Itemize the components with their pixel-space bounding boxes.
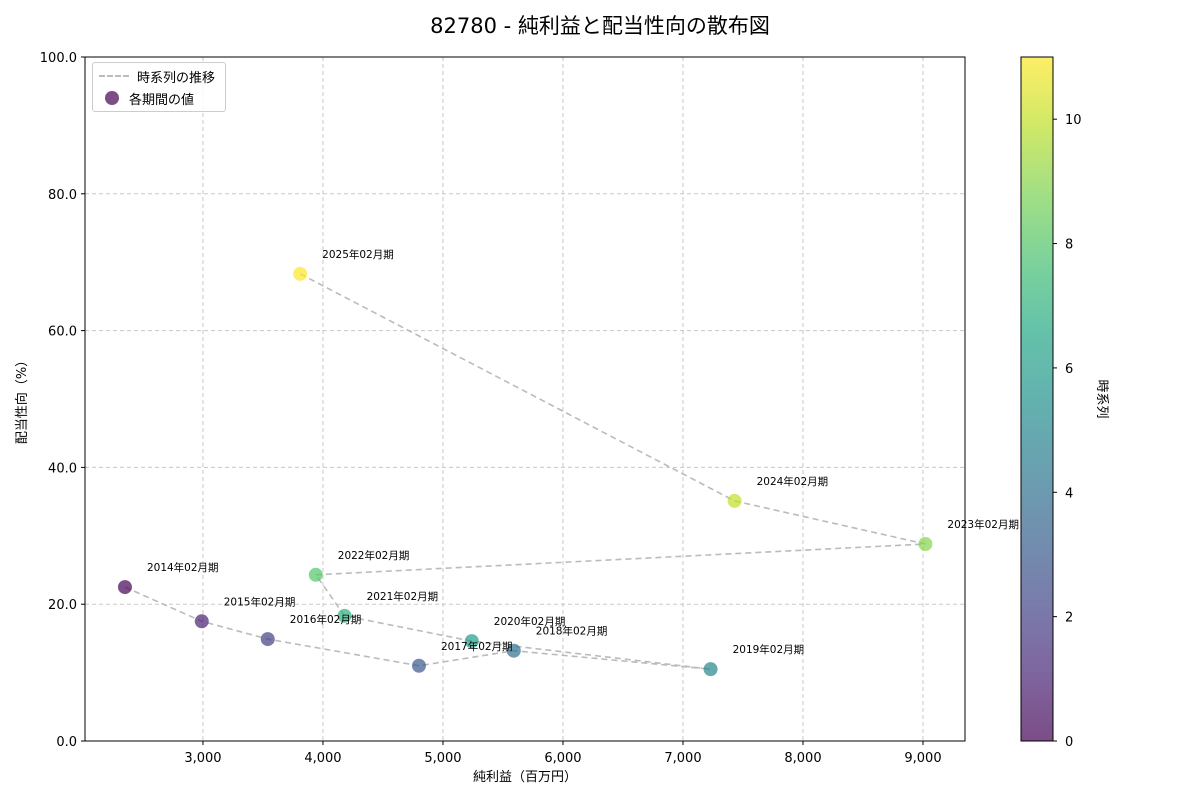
data-point[interactable] xyxy=(194,614,209,629)
data-point[interactable] xyxy=(703,662,718,677)
colorbar-label: 時系列 xyxy=(1094,379,1109,418)
data-point[interactable] xyxy=(308,567,323,582)
x-axis-label: 純利益（百万円） xyxy=(473,770,577,785)
point-label: 2016年02月期 xyxy=(290,613,362,626)
grid-lines xyxy=(85,56,965,742)
data-point[interactable] xyxy=(727,493,742,508)
colorbar-tick-label: 8 xyxy=(1065,238,1073,253)
y-tick-label: 20.0 xyxy=(48,598,77,613)
y-tick-label: 100.0 xyxy=(40,51,77,66)
point-label: 2018年02月期 xyxy=(536,625,608,638)
data-point[interactable] xyxy=(337,608,352,623)
colorbar-tick-label: 2 xyxy=(1065,611,1073,626)
y-tick-label: 0.0 xyxy=(56,735,77,750)
data-point[interactable] xyxy=(260,632,275,647)
data-point[interactable] xyxy=(117,580,132,595)
data-point[interactable] xyxy=(464,634,479,649)
y-axis-label: 配当性向（%） xyxy=(14,354,30,444)
data-point[interactable] xyxy=(293,266,308,281)
circle-marker-icon xyxy=(105,91,119,105)
point-label: 2015年02月期 xyxy=(224,595,296,608)
x-tick-label: 8,000 xyxy=(784,751,821,766)
trend-line xyxy=(124,273,926,670)
point-label: 2025年02月期 xyxy=(322,248,394,261)
x-tick-label: 5,000 xyxy=(424,751,461,766)
data-point[interactable] xyxy=(411,658,426,673)
point-label: 2022年02月期 xyxy=(338,549,410,562)
legend: 時系列の推移 各期間の値 xyxy=(92,62,226,112)
dashed-line-icon xyxy=(99,75,129,77)
point-label: 2020年02月期 xyxy=(494,615,566,628)
point-label: 2021年02月期 xyxy=(367,590,439,603)
colorbar: 0 2 4 6 8 10 時系列 xyxy=(1020,56,1109,750)
legend-line-label: 時系列の推移 xyxy=(137,70,216,86)
legend-item-marker: 各期間の値 xyxy=(93,88,194,108)
colorbar-tick-label: 6 xyxy=(1065,362,1073,377)
x-tick-label: 4,000 xyxy=(304,751,341,766)
y-tick-label: 40.0 xyxy=(48,461,77,476)
point-label: 2023年02月期 xyxy=(947,518,1019,531)
data-point[interactable] xyxy=(918,537,933,552)
legend-marker-label: 各期間の値 xyxy=(129,92,195,108)
legend-item-line: 時系列の推移 xyxy=(93,66,215,86)
axes: 3,000 4,000 5,000 6,000 7,000 8,000 9,000 0.0 20… xyxy=(14,51,966,785)
x-tick-label: 7,000 xyxy=(664,751,701,766)
point-label: 2014年02月期 xyxy=(147,561,219,574)
plot-frame xyxy=(84,56,966,742)
point-label: 2019年02月期 xyxy=(733,643,805,656)
chart-title: 82780 - 純利益と配当性向の散布図 xyxy=(430,14,770,38)
y-tick-label: 80.0 xyxy=(48,188,77,203)
y-tick-label: 60.0 xyxy=(48,325,77,340)
data-point[interactable] xyxy=(506,643,521,658)
x-tick-label: 6,000 xyxy=(544,751,581,766)
point-labels: 2014年02月期 2015年02月期 2016年02月期 2017年02月期 2018… xyxy=(147,248,1019,656)
colorbar-tick-label: 4 xyxy=(1065,486,1073,501)
colorbar-tick-label: 10 xyxy=(1065,113,1082,128)
point-label: 2024年02月期 xyxy=(757,475,829,488)
x-tick-label: 9,000 xyxy=(904,751,941,766)
x-tick-label: 3,000 xyxy=(184,751,221,766)
colorbar-gradient xyxy=(1020,56,1054,742)
data-series xyxy=(117,266,933,677)
colorbar-tick-label: 0 xyxy=(1065,735,1073,750)
point-label: 2017年02月期 xyxy=(441,640,513,653)
